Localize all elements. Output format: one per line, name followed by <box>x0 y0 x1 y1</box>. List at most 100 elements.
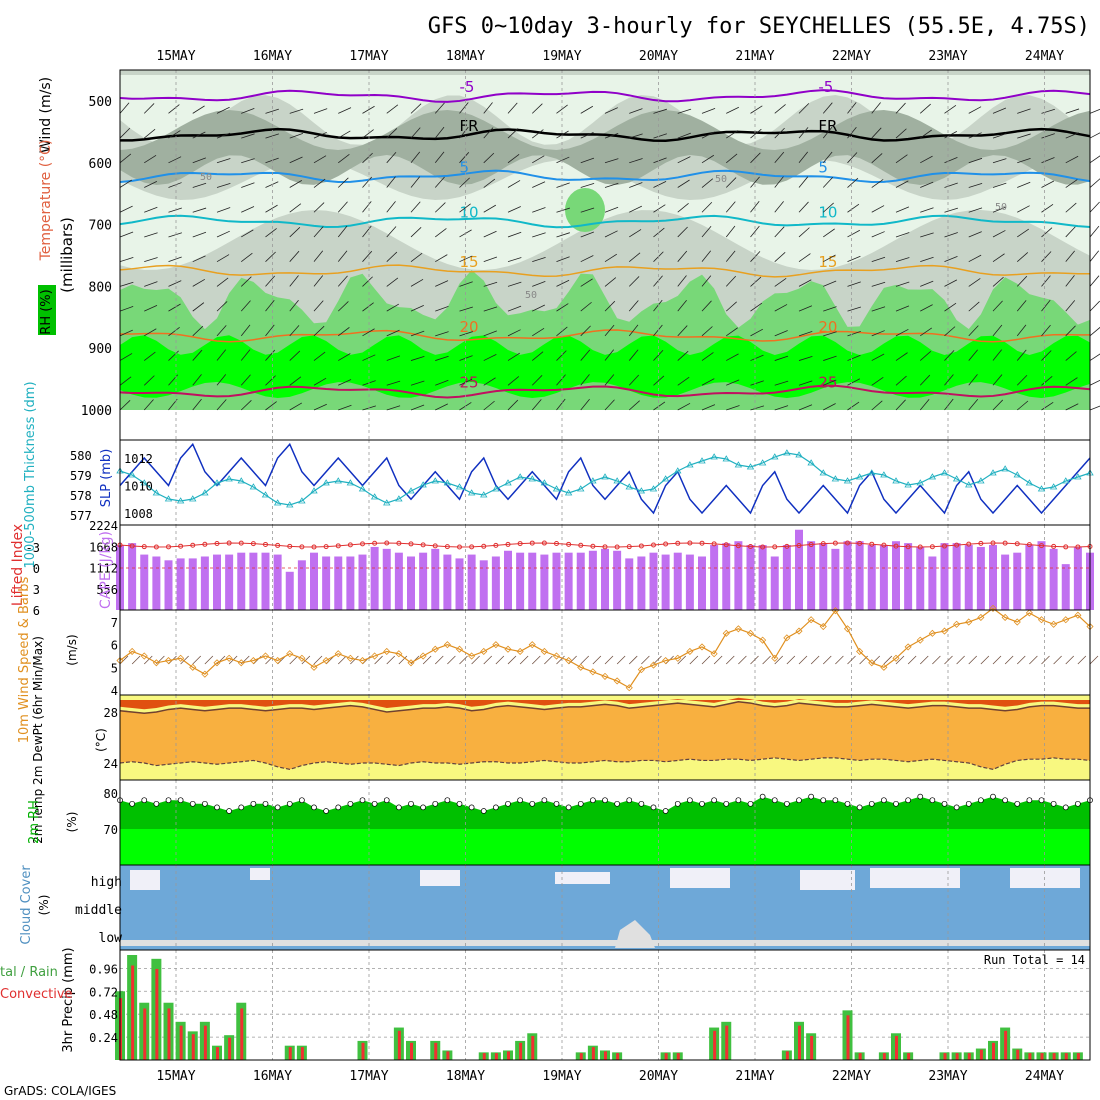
wind-barb <box>1017 108 1031 114</box>
wind-barb <box>920 129 932 139</box>
wind-barb <box>944 398 954 411</box>
wind-barb <box>628 252 641 262</box>
date-label-bottom: 17MAY <box>349 1069 388 1084</box>
temp-tick: 24 <box>104 757 118 771</box>
precip-conv-bar <box>397 1030 401 1060</box>
rh2m-marker <box>371 800 378 807</box>
wind-speed-marker <box>298 654 306 662</box>
wind-barb <box>677 325 688 337</box>
wind-barb <box>798 176 809 188</box>
wind-barb <box>483 127 494 139</box>
wind-barb <box>119 205 133 213</box>
wind-barb <box>483 102 493 114</box>
lifted-index-marker <box>469 544 475 550</box>
lifted-index-marker <box>663 541 669 547</box>
rh2m-marker <box>529 800 536 807</box>
rh2m-marker <box>953 804 960 811</box>
pressure-tick: 600 <box>89 157 112 172</box>
wind-barb <box>435 254 448 263</box>
thickness-marker <box>843 477 852 484</box>
wind-barb <box>847 401 860 411</box>
wind-barb <box>968 231 982 238</box>
wind-barb <box>216 301 228 312</box>
wind-speed-marker <box>334 650 342 658</box>
wind-barb <box>556 232 570 238</box>
cape-bar <box>989 545 997 610</box>
wind-barb <box>240 276 252 287</box>
wind-barb <box>459 126 469 139</box>
wind-barb <box>629 158 643 164</box>
rh2m-marker <box>784 800 790 807</box>
wind-barb <box>798 227 810 238</box>
wind-barb <box>677 250 688 262</box>
lifted-index-marker <box>917 544 923 550</box>
rh2m-unit-label: (%) <box>65 812 79 833</box>
wind-barb <box>871 377 884 386</box>
date-label-top: 19MAY <box>542 49 581 64</box>
wind-barb <box>386 128 398 139</box>
wind-barb <box>507 399 519 411</box>
wind-barb <box>822 176 834 188</box>
wind-barb <box>1041 180 1055 188</box>
wind-barb <box>919 103 931 114</box>
wind-barb <box>1041 133 1055 139</box>
wind-barb <box>532 181 546 188</box>
wind-barb <box>629 205 643 213</box>
thickness-marker <box>807 459 815 466</box>
precip-conv-bar <box>1004 1030 1008 1060</box>
wind-barb <box>483 152 495 164</box>
wind-barb <box>750 380 764 386</box>
wind-barb <box>313 250 324 262</box>
cloud-level-label: high <box>91 875 122 890</box>
wind-barb <box>507 376 520 386</box>
wind-barb <box>701 404 716 411</box>
wind-barb <box>386 226 397 238</box>
cape-bar <box>479 560 488 610</box>
wind-barb <box>580 182 595 188</box>
wind-barb <box>701 178 714 188</box>
wind-barb <box>192 131 206 139</box>
wind-barb-10m <box>774 655 784 665</box>
wind-barb <box>556 374 566 386</box>
date-label-top: 18MAY <box>446 49 485 64</box>
wind-barb <box>386 329 400 337</box>
wind-barb <box>774 405 789 411</box>
lifted-index-marker <box>178 543 184 549</box>
wind-speed-marker <box>358 656 367 665</box>
temp-line <box>119 701 1090 715</box>
lifted-index-marker <box>978 540 984 546</box>
wind-barb-10m <box>398 655 408 665</box>
cape-bar <box>1073 546 1082 610</box>
wind-speed-marker <box>177 654 185 662</box>
wind-axis-label: Wind (m/s) <box>38 77 54 153</box>
wind-barb <box>459 177 470 188</box>
cloud-level-label: middle <box>75 903 122 918</box>
wind-barb-10m <box>447 655 456 665</box>
cloud-low-bump <box>615 920 655 948</box>
wind-barb <box>944 207 958 213</box>
date-label-bottom: 19MAY <box>542 1069 581 1084</box>
cape-bar <box>225 554 234 610</box>
thickness-marker <box>504 479 512 486</box>
wind-barb <box>532 129 544 139</box>
thickness-marker <box>431 477 439 484</box>
wind-barb-10m <box>689 655 699 665</box>
cape-bar <box>734 541 743 610</box>
wind-barb <box>750 201 760 213</box>
precip-conv-bar <box>882 1053 886 1060</box>
lifted-index-marker <box>699 540 705 546</box>
cape-bar <box>1001 554 1010 610</box>
isotherm-label: 15 <box>460 253 479 271</box>
wind-barb <box>895 128 907 139</box>
wind-barb <box>532 207 546 213</box>
wind-speed-marker <box>552 652 561 660</box>
wind-barb <box>871 353 885 361</box>
wind-barb <box>410 227 422 238</box>
date-label-top: 22MAY <box>832 49 871 64</box>
wind-barb <box>653 299 663 312</box>
lifted-index-marker <box>275 542 281 548</box>
wind-speed-marker <box>795 627 803 635</box>
rh2m-marker <box>238 804 245 811</box>
wind-speed-marker <box>455 645 464 653</box>
wind-barb <box>338 379 352 386</box>
